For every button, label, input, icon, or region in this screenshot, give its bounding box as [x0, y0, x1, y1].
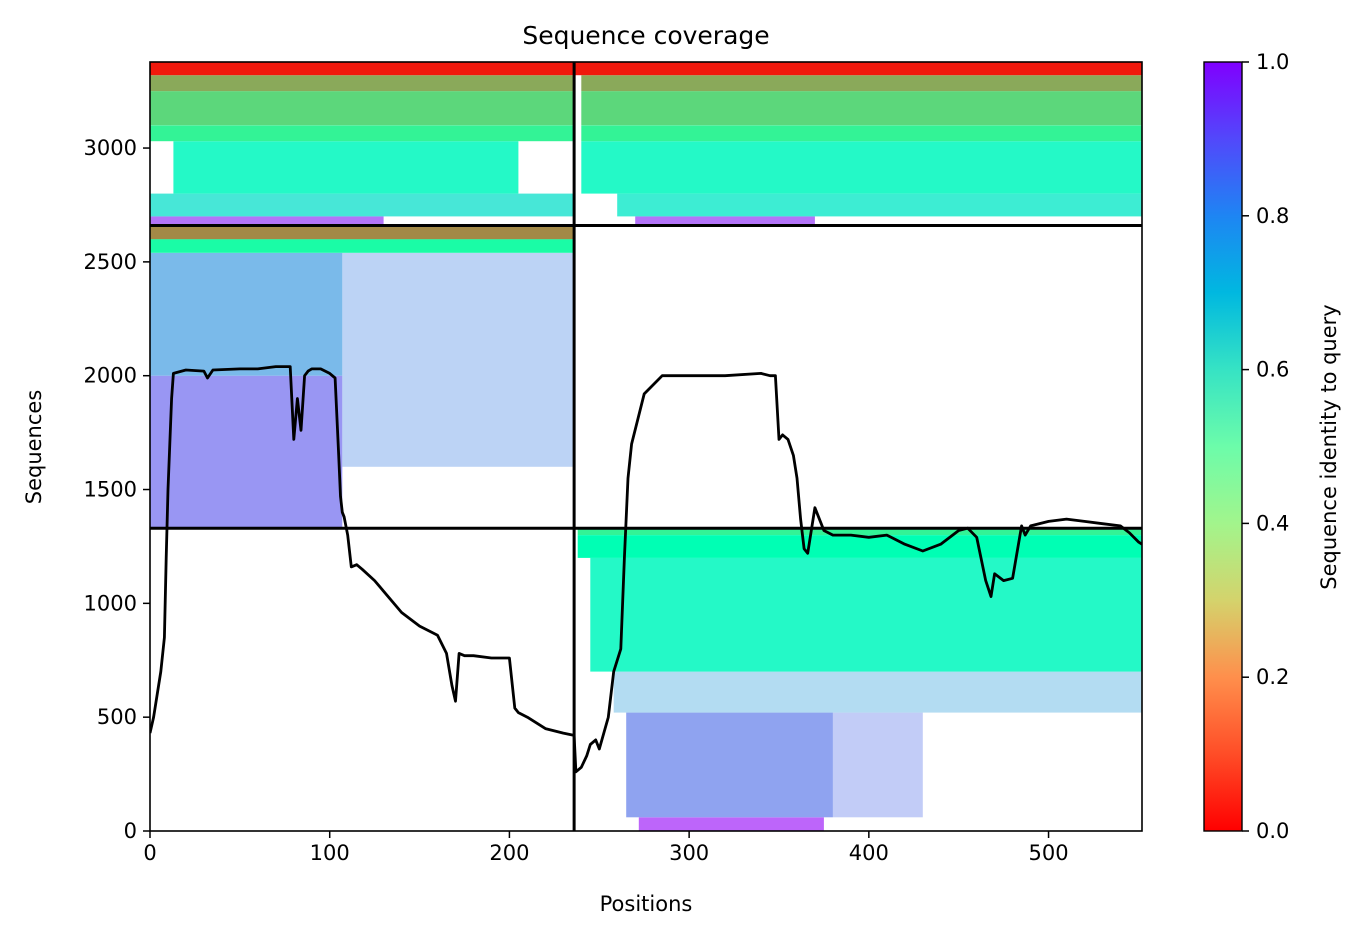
heatmap-band	[635, 216, 815, 226]
coverage-heatmap	[150, 62, 1142, 831]
heatmap-band	[574, 62, 1142, 76]
colorbar-tick-label: 0.2	[1256, 665, 1289, 689]
x-tick-label: 0	[143, 841, 156, 865]
heatmap-band	[150, 252, 343, 376]
heatmap-band	[150, 193, 575, 217]
colorbar	[1203, 61, 1243, 832]
heatmap-band	[626, 712, 833, 818]
chart-title: Sequence coverage	[522, 21, 769, 50]
y-axis-ticks: 0 500 1000 1500 2000 2500 3000	[84, 136, 150, 843]
coverage-line	[150, 365, 1142, 774]
heatmap-band	[613, 671, 1142, 713]
y-axis-label: Sequences	[22, 390, 46, 505]
x-axis-ticks: 0 100 200 300 400 500	[143, 831, 1069, 865]
y-tick-label: 500	[97, 705, 137, 729]
heatmap-band	[581, 125, 1142, 142]
heatmap-band	[150, 125, 575, 142]
heatmap-band	[150, 62, 575, 76]
x-tick-label: 100	[310, 841, 350, 865]
heatmap-band	[617, 193, 1142, 217]
colorbar-tick-label: 1.0	[1256, 50, 1289, 74]
y-tick-label: 0	[124, 819, 137, 843]
colorbar-tick-label: 0.0	[1256, 819, 1289, 843]
heatmap-band	[150, 225, 575, 240]
heatmap-band	[590, 557, 1142, 672]
heatmap-band	[150, 216, 384, 226]
x-tick-label: 200	[489, 841, 529, 865]
colorbar-ticks: 0.0 0.2 0.4 0.6 0.8 1.0	[1242, 50, 1289, 843]
x-axis-label: Positions	[600, 892, 693, 916]
y-tick-label: 1000	[84, 591, 137, 615]
heatmap-band	[150, 375, 343, 529]
heatmap-band	[342, 252, 575, 467]
block-separators	[150, 62, 1142, 831]
heatmap-band	[581, 75, 1142, 92]
y-tick-label: 1500	[84, 478, 137, 502]
heatmap-band	[173, 141, 519, 194]
heatmap-band	[577, 528, 1142, 535]
colorbar-tick-label: 0.4	[1256, 511, 1289, 535]
heatmap-band	[638, 817, 824, 831]
coverage-line-layer	[150, 365, 1142, 774]
x-tick-label: 500	[1029, 841, 1069, 865]
y-tick-label: 2500	[84, 250, 137, 274]
heatmap-band	[150, 91, 575, 126]
x-tick-label: 300	[669, 841, 709, 865]
heatmap-band	[150, 239, 575, 253]
heatmap-band	[832, 712, 923, 818]
plot-frame	[149, 61, 1143, 832]
heatmap-band	[150, 75, 575, 92]
y-tick-label: 3000	[84, 136, 137, 160]
heatmap-band	[577, 535, 1142, 558]
y-tick-label: 2000	[84, 364, 137, 388]
heatmap-band	[581, 141, 1142, 194]
colorbar-tick-label: 0.6	[1256, 358, 1289, 382]
colorbar-label: Sequence identity to query	[1317, 304, 1341, 589]
x-tick-label: 400	[849, 841, 889, 865]
heatmap-band	[581, 91, 1142, 126]
colorbar-tick-label: 0.8	[1256, 204, 1289, 228]
